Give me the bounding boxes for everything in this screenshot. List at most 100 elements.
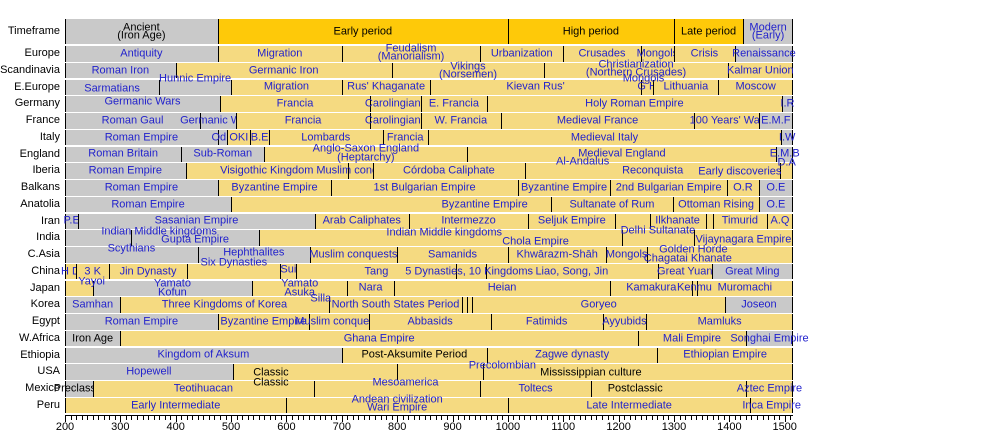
row-label-e-europe: E.Europe xyxy=(14,80,60,93)
timeline-label-ghana-empire: Ghana Empire xyxy=(343,332,415,345)
timeline-label-byzantine-empire: Byzantine Empire xyxy=(520,181,608,194)
x-axis-major-tick xyxy=(286,416,288,422)
timeline-cell-iran-timurid xyxy=(712,213,767,230)
x-axis-major-tick xyxy=(175,416,177,422)
row-label-china: China xyxy=(31,264,60,277)
timeline-cell-korea-918 xyxy=(462,297,468,313)
x-axis-minor-tick xyxy=(419,416,421,420)
x-axis-minor-tick xyxy=(159,416,161,420)
timeline-label-roman-empire: Roman Empire xyxy=(104,315,179,328)
timeline-label-late-period: Late period xyxy=(681,25,737,37)
timeline-label-vikings-norsemen: Vikings (Norsemen) xyxy=(438,60,498,81)
timeline-cell-mexico-1150 xyxy=(590,381,746,397)
x-axis-minor-tick xyxy=(662,416,664,420)
timeline-cell-china-great-ming xyxy=(711,263,793,280)
timeline-label-scythians: Scythians xyxy=(107,242,156,255)
x-axis-minor-tick xyxy=(303,416,305,420)
x-axis-minor-tick xyxy=(790,416,792,420)
row-label-egypt: Egypt xyxy=(31,315,60,328)
timeline-label-yamato-kofun: Yamato Kofun xyxy=(153,277,191,299)
timeline-label-urbanization: Urbanization xyxy=(490,47,553,60)
timeline-label-muromachi: Muromachi xyxy=(717,281,773,294)
x-axis-minor-tick xyxy=(247,416,249,420)
timeline-cell-anatolia-ottoman-rising xyxy=(673,196,759,213)
timeline-cell-europe-crisis xyxy=(673,46,735,62)
timeline-label-h-d: H D xyxy=(61,265,81,278)
timeline-label-christianization-northern-crusades: Christianization (Northern Crusades) xyxy=(585,58,687,79)
x-axis-minor-tick xyxy=(92,416,94,420)
x-axis-minor-tick xyxy=(225,416,227,420)
timeline-cell-germany-francia xyxy=(220,96,371,112)
timeline-label-muslim-conquests: Muslim conquests xyxy=(295,315,384,328)
row-label-korea: Korea xyxy=(30,298,60,311)
x-axis-minor-tick xyxy=(546,416,548,420)
x-axis-minor-tick xyxy=(81,416,83,420)
x-axis-tick-label-1000: 1000 xyxy=(495,421,521,433)
timeline-cell-england-anglo-saxon-england-heptarchy xyxy=(264,146,468,163)
x-axis-minor-tick xyxy=(513,416,515,420)
x-axis-minor-tick xyxy=(220,416,221,420)
timeline-label-early-intermediate: Early Intermediate xyxy=(131,399,221,412)
x-axis-minor-tick xyxy=(297,416,299,420)
timeline-cell-japan-kamakura xyxy=(610,280,693,297)
timeline-cell-e-europe-lithuania xyxy=(653,79,719,96)
timeline-label-early-period: Early period xyxy=(333,25,393,37)
x-axis-minor-tick xyxy=(363,416,365,420)
x-axis-minor-tick xyxy=(707,416,709,420)
timeline-cell-germany-i-r xyxy=(781,96,793,112)
timeline-label-moscow: Moscow xyxy=(735,80,776,93)
x-axis-minor-tick xyxy=(657,416,659,420)
x-axis-minor-tick xyxy=(751,416,753,420)
timeline-label-abbasids: Abbasids xyxy=(407,315,453,328)
x-axis-minor-tick xyxy=(435,416,437,420)
x-axis-minor-tick xyxy=(530,416,532,420)
timeline-cell-w-africa-ghana-empire xyxy=(120,330,638,347)
timeline-cell-anatolia-o-e xyxy=(758,196,793,213)
x-axis-minor-tick xyxy=(208,416,210,420)
x-axis-minor-tick xyxy=(502,416,504,420)
timeline-label-al-andalus: Al-Andalus xyxy=(556,155,610,168)
timeline-cell-balkans-o-r xyxy=(727,180,759,196)
x-axis-minor-tick xyxy=(87,416,89,420)
timeline-label-yamato-asuka: Yamato Asuka xyxy=(281,277,319,299)
x-axis-minor-tick xyxy=(668,416,670,420)
timeline-label-w-francia: W. Francia xyxy=(434,114,488,127)
x-axis-minor-tick xyxy=(718,416,720,420)
timeline-label-medieval-italy: Medieval Italy xyxy=(570,131,639,144)
x-axis-major-tick xyxy=(65,416,66,422)
timeline-label-three-kingdoms-of-korea: Three Kingdoms of Korea xyxy=(161,298,288,311)
timeline-cell-iran-1194 xyxy=(615,213,650,230)
x-axis-minor-tick xyxy=(635,416,637,420)
timeline-cell-korea-927 xyxy=(467,297,473,313)
timeline-cell-iberia-roman-empire xyxy=(65,163,186,179)
x-axis-minor-tick xyxy=(76,416,78,420)
timeline-cell-europe-migration xyxy=(217,46,342,62)
timeline-cell-anatolia-500 xyxy=(231,196,551,213)
timeline-cell-italy-francia xyxy=(382,129,428,146)
timeline-cell-japan-nara xyxy=(347,280,394,297)
timeline-cell-japan-muromachi xyxy=(696,280,793,297)
x-axis-minor-tick xyxy=(524,416,526,420)
x-axis-minor-tick xyxy=(568,416,570,420)
x-axis-minor-tick xyxy=(696,416,698,420)
timeline-label-ayyubids: Ayyubids xyxy=(602,315,647,328)
timeline-cell-japan-heian xyxy=(393,280,611,297)
timeline-cell-china-great-yuan xyxy=(657,263,712,280)
timeline-label-samanids: Samanids xyxy=(428,248,477,261)
timeline-label-g-h: G H xyxy=(637,80,657,93)
row-label-ethiopia: Ethiopia xyxy=(20,348,60,361)
x-axis-minor-tick xyxy=(757,416,758,420)
timeline-cell-w-africa-mali-empire xyxy=(637,330,746,347)
timeline-label-e-francia: E. Francia xyxy=(428,97,479,110)
x-axis-tick-label-400: 400 xyxy=(166,421,185,433)
timeline-label-crusades: Crusades xyxy=(578,47,626,60)
timeline-cell-peru-inca-empire xyxy=(750,397,793,414)
timeline-cell-england-medieval-england xyxy=(467,146,777,163)
timeline-cell-egypt-fatimids xyxy=(490,314,603,330)
timeline-cell-germany-carolingians xyxy=(370,96,421,112)
timeline-label-o-e: O.E xyxy=(766,198,786,211)
timeline-cell-balkans-byzantine-empire xyxy=(217,180,332,196)
row-label-balkans: Balkans xyxy=(20,181,60,194)
x-axis-major-tick xyxy=(507,416,509,422)
